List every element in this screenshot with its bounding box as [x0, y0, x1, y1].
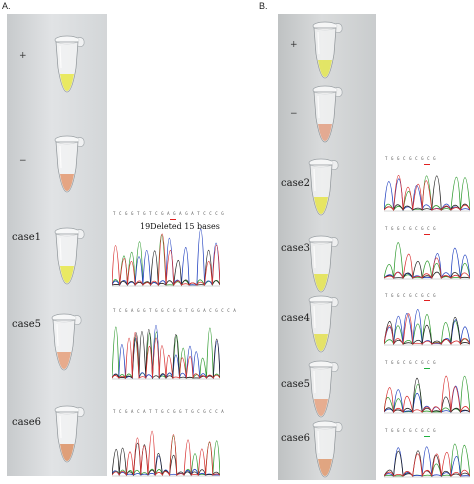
tube-label-case6-a: case6: [12, 417, 41, 428]
tube-label-negative-b: −: [290, 109, 298, 119]
tube-positive-a: [54, 35, 85, 93]
chromatogram-case5-a: [112, 324, 220, 380]
tube-case4: [308, 295, 339, 353]
seq-row-a1: T C G G T G T C G A G A G A T C C C G: [113, 211, 225, 216]
tube-case5-b: [308, 360, 339, 418]
panel-a-photo: + − case1 case5 case6: [7, 14, 107, 476]
tube-label-case4: case4: [281, 313, 310, 324]
tube-label-case5-a: case5: [12, 319, 41, 330]
tube-case6-b: [312, 420, 343, 478]
tube-label-case6-b: case6: [281, 433, 310, 444]
tube-label-case5-b: case5: [281, 379, 310, 390]
tube-label-case2: case2: [281, 178, 310, 189]
seq-row-b1: T G G C G C G C G: [385, 156, 437, 161]
chromatogram-case5-b: [384, 368, 470, 414]
chromatogram-case1: [112, 219, 220, 287]
tube-label-positive-b: +: [290, 40, 298, 50]
tube-case3: [308, 235, 339, 293]
seq-row-b5: T G G C G C G C G: [385, 428, 437, 433]
panel-a-letter: A.: [2, 1, 11, 11]
chromatogram-case2: [384, 164, 470, 212]
tube-case1: [54, 227, 85, 285]
chromatogram-case6-b: [384, 436, 470, 478]
seq-row-a2: T C G A G G T G G C G G T G G A C G C C …: [113, 308, 237, 313]
chromatogram-case3: [384, 234, 470, 280]
chromatogram-case6-a: [112, 431, 220, 477]
tube-case6-a: [54, 405, 85, 463]
deletion-annotation: 19Deleted 15 bases: [140, 222, 220, 231]
seq-row-b4: T G G C G C G C G: [385, 360, 437, 365]
tube-negative-b: [312, 85, 343, 143]
tube-label-positive-a: +: [19, 51, 27, 61]
tube-label-negative-a: −: [19, 156, 27, 166]
seq-row-b2: T G G C G C G C G: [385, 226, 437, 231]
tube-label-case1: case1: [12, 232, 41, 243]
panel-b-photo: + − case2 case3 case4 case5 case6: [278, 14, 376, 480]
panel-b-letter: B.: [259, 1, 268, 11]
seq-row-a3: T C G A C A T T G C G G T G C G C C A: [113, 409, 225, 414]
tube-positive-b: [312, 21, 343, 79]
tube-label-case3: case3: [281, 243, 310, 254]
tube-negative-a: [54, 135, 85, 193]
tube-case5-a: [51, 313, 82, 371]
seq-row-b3: T G G C G C G C G: [385, 293, 437, 298]
tube-case2: [308, 158, 339, 216]
chromatogram-case4: [384, 300, 470, 346]
